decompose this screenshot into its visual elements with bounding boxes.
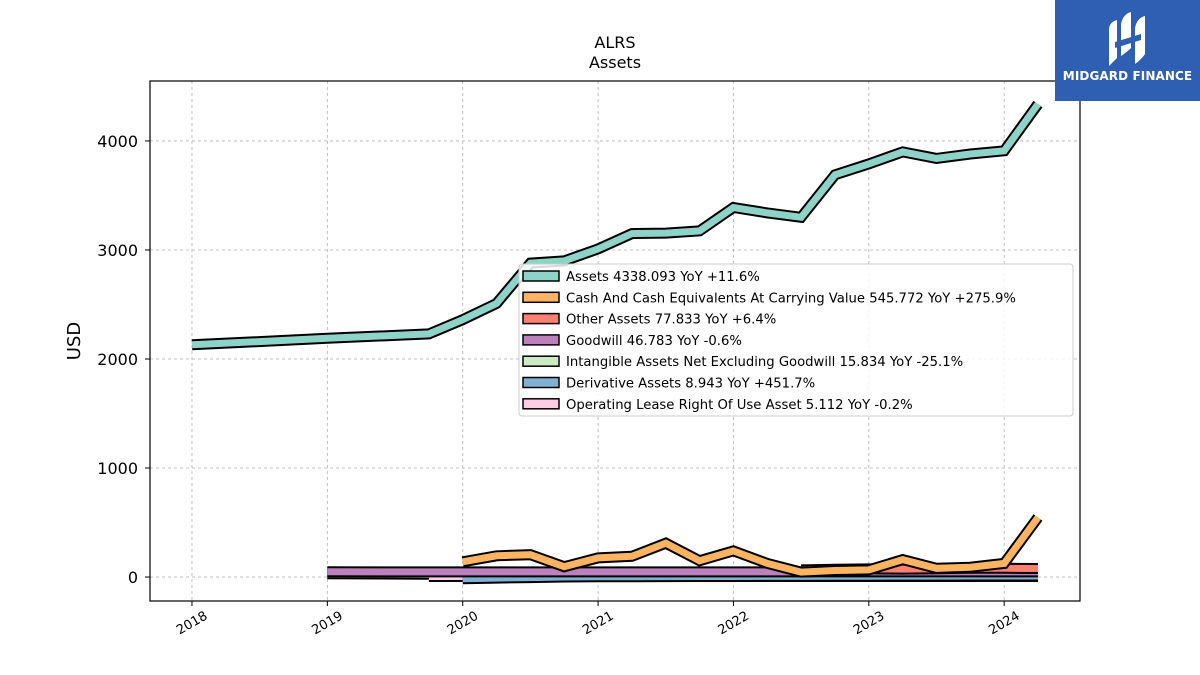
y-axis-label: USD — [64, 322, 85, 360]
y-tick-label: 2000 — [97, 350, 138, 369]
legend-box — [518, 263, 1074, 417]
legend-entry: Other Assets 77.833 YoY +6.4% — [566, 313, 776, 328]
legend-swatch — [522, 334, 560, 346]
legend-entry: Cash And Cash Equivalents At Carrying Va… — [566, 291, 1016, 306]
x-tick-label: 2018 — [174, 609, 210, 639]
chart-title: ALRS — [594, 33, 635, 52]
brand-logo: MIDGARD FINANCE — [1055, 0, 1200, 101]
brand-name: MIDGARD FINANCE — [1062, 69, 1193, 83]
legend-swatch — [522, 291, 560, 304]
series-lines — [191, 100, 1043, 585]
x-tick-label: 2024 — [986, 609, 1022, 639]
chart-subtitle: Assets — [589, 53, 641, 72]
y-tick-label: 0 — [128, 568, 138, 587]
midgard-logo-icon — [1109, 12, 1145, 66]
legend-entry: Operating Lease Right Of Use Asset 5.112… — [566, 398, 913, 413]
y-tick-label: 3000 — [97, 241, 138, 260]
legend-entry: Intangible Assets Net Excluding Goodwill… — [566, 355, 963, 370]
series-assets — [191, 100, 1043, 351]
series-cash-and-cash-equivalents-at-carrying-value — [461, 514, 1043, 578]
x-tick-label: 2020 — [445, 609, 481, 639]
legend-entry: Assets 4338.093 YoY +11.6% — [566, 270, 760, 285]
legend-entry: Goodwill 46.783 YoY -0.6% — [566, 334, 742, 349]
legend-swatch — [522, 376, 560, 389]
plot-frame — [149, 80, 1081, 602]
series-line — [191, 102, 1041, 349]
legend-entry: Derivative Assets 8.943 YoY +451.7% — [566, 377, 815, 392]
y-tick-label: 4000 — [97, 132, 138, 151]
legend-swatch — [522, 355, 560, 367]
legend-swatch — [522, 270, 560, 282]
legend-swatch — [522, 398, 560, 410]
x-tick-label: 2019 — [310, 609, 346, 639]
series-line — [462, 515, 1041, 576]
x-tick-label: 2022 — [716, 609, 752, 639]
legend: Assets 4338.093 YoY +11.6% Cash And Cash … — [518, 263, 1074, 417]
x-tick-label: 2021 — [580, 609, 616, 639]
y-tick-label: 1000 — [97, 459, 138, 478]
x-tick-label: 2023 — [851, 609, 887, 639]
legend-swatch — [522, 312, 560, 325]
